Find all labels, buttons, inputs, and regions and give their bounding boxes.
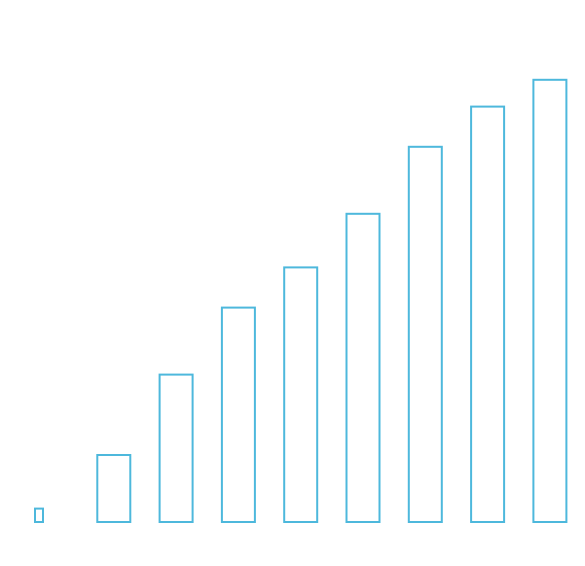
bar-5: [283, 266, 319, 523]
bar-9: [532, 78, 568, 524]
bar-3: [158, 373, 194, 523]
bar-6: [345, 212, 381, 524]
bar-8: [470, 105, 506, 523]
bar-4: [220, 306, 256, 523]
bar-1: [34, 507, 44, 524]
bar-7: [407, 145, 443, 524]
bar-2: [96, 454, 132, 523]
